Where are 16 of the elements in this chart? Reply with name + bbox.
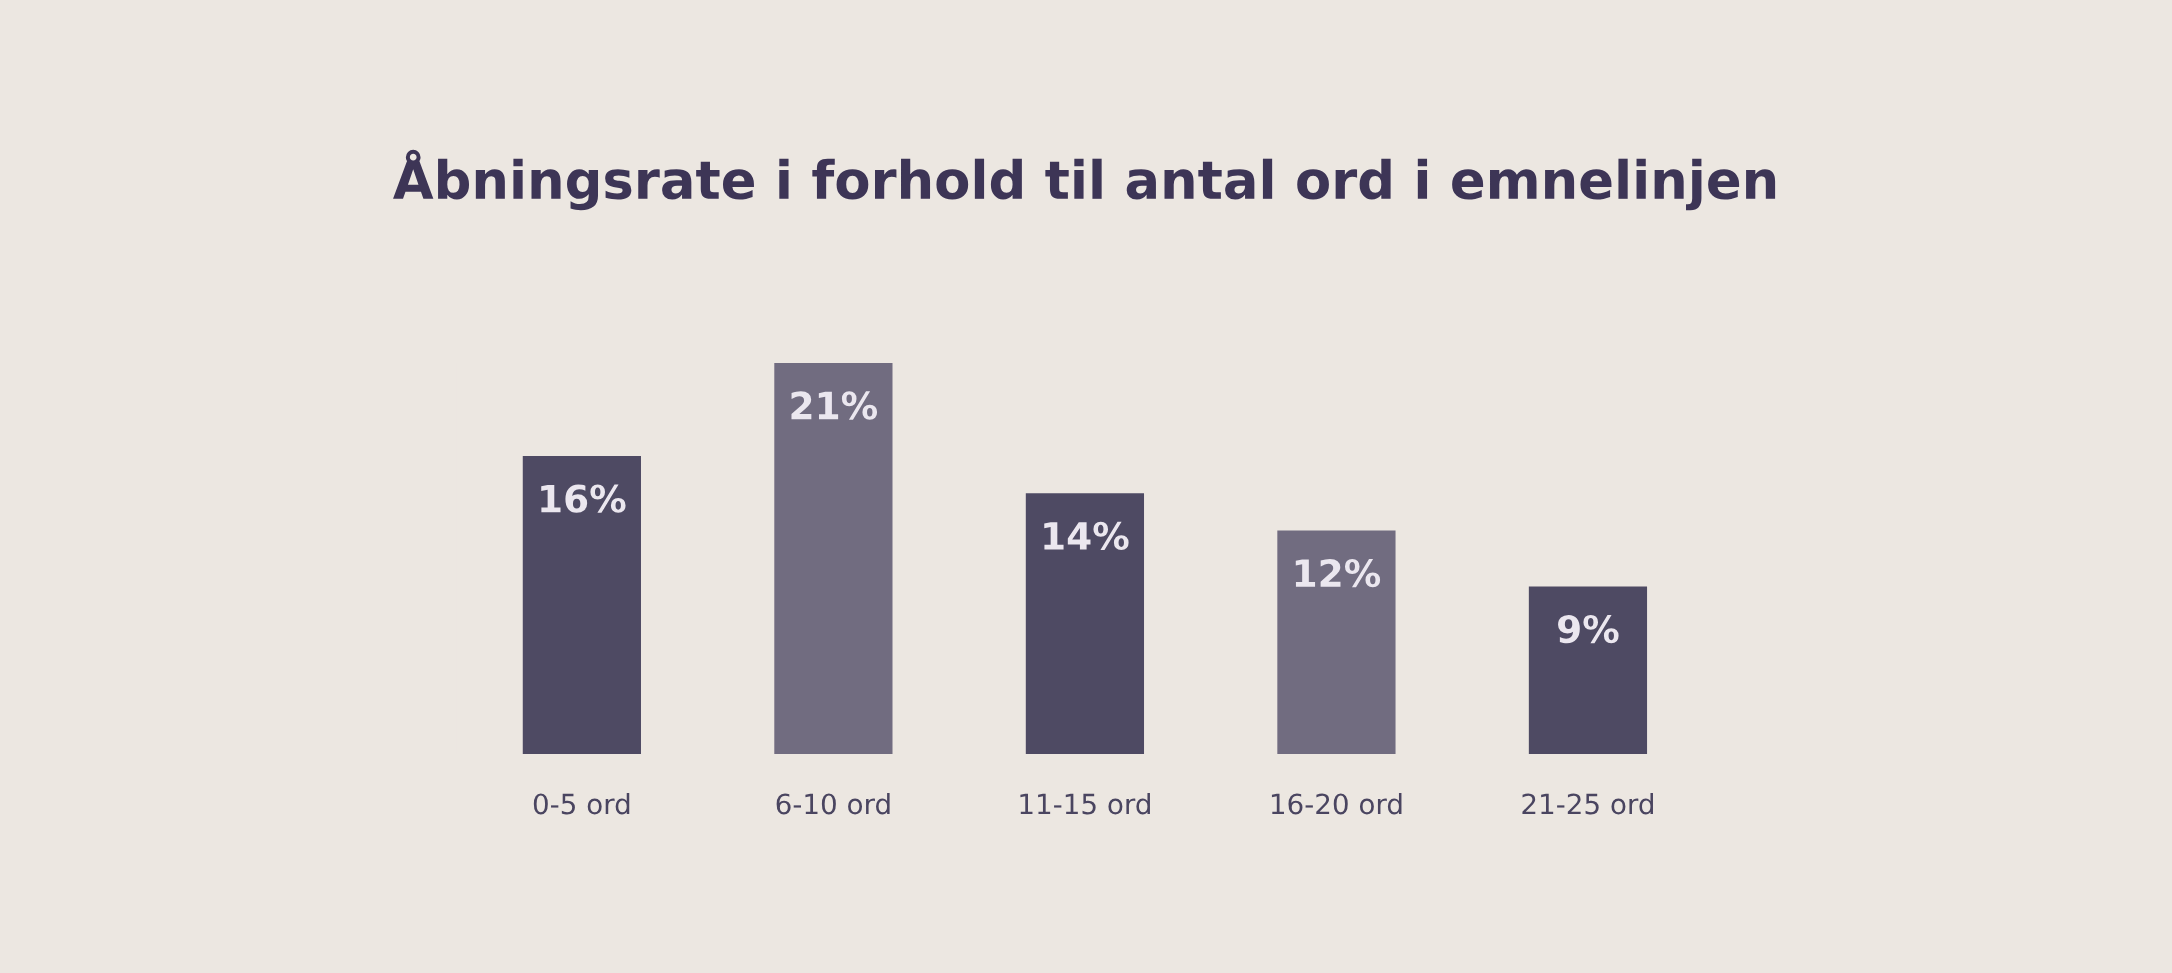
bar [774, 362, 893, 755]
bar [522, 456, 641, 755]
bar [1025, 493, 1145, 755]
x-tick-label: 21-25 ord [1522, 792, 1653, 815]
data-label: 9% [1558, 614, 1619, 644]
x-tick-label: 6-10 ord [776, 792, 890, 815]
bar [1277, 530, 1396, 755]
chart-title: Åbningsrate i forhold til antal ord i emnelinjen [393, 149, 1776, 211]
x-tick-label: 16-20 ord [1271, 792, 1402, 815]
x-tick-label: 11-15 ord [1020, 792, 1150, 815]
data-label: 14% [1044, 521, 1129, 551]
bar [1528, 586, 1648, 755]
data-label: 21% [791, 391, 878, 420]
x-tick-label: 0-5 ord [533, 792, 630, 815]
data-label: 12% [1295, 559, 1381, 588]
data-label: 16% [541, 484, 626, 513]
